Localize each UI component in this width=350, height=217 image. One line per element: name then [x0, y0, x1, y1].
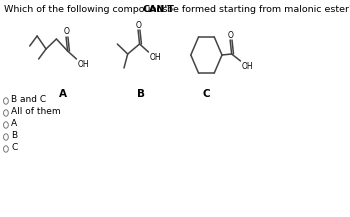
Text: All of them: All of them [11, 107, 61, 117]
Text: OH: OH [77, 60, 89, 69]
Text: C: C [203, 89, 210, 99]
Text: B and C: B and C [11, 95, 46, 105]
Text: C: C [11, 143, 18, 153]
Text: CAN'T: CAN'T [142, 5, 174, 14]
Text: O: O [64, 28, 70, 36]
Text: OH: OH [241, 62, 253, 71]
Text: O: O [228, 31, 234, 39]
Text: B: B [137, 89, 145, 99]
Text: A: A [11, 120, 17, 128]
Text: A: A [59, 89, 67, 99]
Text: O: O [136, 20, 142, 30]
Text: B: B [11, 132, 17, 140]
Text: be formed starting from malonic ester?: be formed starting from malonic ester? [164, 5, 350, 14]
Text: OH: OH [149, 53, 161, 62]
Text: Which of the following compounds: Which of the following compounds [4, 5, 170, 14]
